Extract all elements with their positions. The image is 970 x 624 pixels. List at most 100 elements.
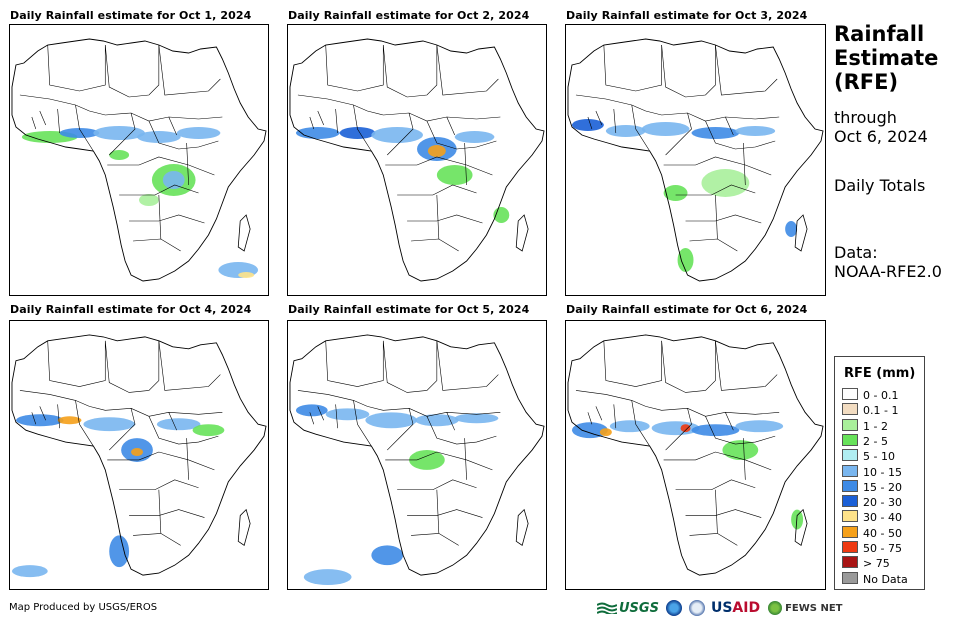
country-border: [411, 533, 459, 546]
country-border: [685, 509, 762, 518]
country-border: [104, 340, 160, 393]
country-border: [426, 120, 497, 150]
legend-swatch: [842, 403, 858, 416]
country-border: [168, 412, 177, 431]
legend-label: No Data: [863, 572, 908, 586]
map-svg: [11, 38, 267, 282]
usgs-logo: USGS: [597, 601, 659, 616]
country-border: [464, 142, 467, 186]
country-border: [186, 142, 189, 186]
legend-label: 50 - 75: [863, 542, 902, 555]
data-source: NOAA-RFE2.0: [834, 262, 942, 281]
country-border: [297, 390, 501, 417]
rainfall-area: [735, 126, 776, 136]
country-border: [743, 438, 746, 480]
panel-title-oct6: Daily Rainfall estimate for Oct 6, 2024: [566, 303, 808, 316]
country-border: [411, 238, 459, 252]
legend-label: 30 - 40: [863, 511, 902, 525]
country-border: [133, 238, 181, 252]
legend-label: 15 - 20: [863, 480, 902, 494]
country-border: [603, 340, 662, 387]
country-border: [446, 412, 455, 431]
rainfall-area: [454, 131, 495, 143]
legend-item: 1 - 2: [842, 418, 888, 433]
legend-item: 0.1 - 1: [842, 403, 899, 418]
legend-swatch: [842, 449, 858, 462]
state-dept-seal-icon: [688, 600, 705, 616]
legend-item: 10 - 15: [842, 464, 902, 479]
legend-label: 20 - 30: [863, 496, 902, 510]
legend-label: 0.1 - 1: [863, 404, 899, 418]
country-border: [109, 408, 136, 451]
panel-title-oct4: Daily Rainfall estimate for Oct 4, 2024: [10, 303, 252, 316]
madagascar-outline: [515, 508, 529, 546]
legend-swatch: [842, 556, 858, 569]
country-border: [387, 112, 414, 156]
rainfall-area: [701, 169, 750, 197]
country-border: [436, 44, 499, 96]
rainfall-area: [722, 440, 759, 460]
rainfall-area: [691, 127, 740, 139]
legend-swatch: [842, 464, 858, 477]
rainfall-area: [609, 420, 650, 433]
legend-swatch: [842, 418, 858, 431]
country-border: [133, 533, 181, 546]
legend-item: 40 - 50: [842, 525, 902, 540]
legend-item: 30 - 40: [842, 510, 902, 525]
country-border: [353, 400, 372, 447]
legend-swatch: [842, 510, 858, 523]
country-border: [436, 340, 499, 391]
africa-coastline: [567, 38, 824, 282]
country-border: [325, 340, 384, 387]
country-border: [663, 156, 772, 176]
country-border: [148, 120, 219, 150]
rainfall-area: [371, 127, 423, 143]
rainfall-area: [371, 545, 404, 566]
map-oct6: [565, 320, 826, 590]
through-date: Oct 6, 2024: [834, 127, 928, 146]
rainfall-area: [57, 416, 82, 425]
country-border: [725, 116, 734, 136]
country-border: [575, 94, 780, 122]
rainfall-area: [162, 171, 185, 189]
country-border: [407, 509, 483, 518]
country-border: [446, 116, 455, 136]
map-oct5: [287, 320, 547, 590]
rainfall-area: [83, 417, 136, 432]
map-oct1: [9, 24, 269, 296]
country-border: [661, 340, 716, 393]
map-svg: [289, 334, 545, 586]
country-border: [725, 412, 734, 431]
country-border: [665, 408, 692, 451]
panel-title-oct2: Daily Rainfall estimate for Oct 2, 2024: [288, 9, 530, 22]
panel-title-oct3: Daily Rainfall estimate for Oct 3, 2024: [566, 9, 808, 22]
fews-net-logo: FEWS NET: [764, 601, 842, 615]
country-border: [382, 340, 438, 393]
madagascar-outline: [237, 214, 251, 252]
rainfall-area: [339, 127, 376, 139]
africa-coastline: [11, 334, 267, 576]
country-border: [407, 214, 483, 224]
map-svg: [11, 334, 267, 578]
country-border: [715, 194, 718, 240]
legend-item: 2 - 5: [842, 433, 888, 448]
rainfall-area: [192, 424, 225, 437]
legend-swatch: [842, 495, 858, 508]
map-oct2: [287, 24, 547, 296]
rainfall-area: [93, 126, 145, 140]
map-oct3: [565, 24, 826, 296]
country-border: [385, 156, 493, 176]
country-border: [158, 340, 221, 391]
rainfall-area: [365, 412, 417, 429]
country-border: [382, 44, 438, 98]
country-border: [603, 44, 662, 92]
country-border: [309, 108, 338, 134]
africa-coastline: [289, 334, 545, 576]
country-border: [387, 408, 414, 451]
rainfall-area: [59, 128, 100, 138]
map-svg: [567, 334, 824, 576]
panel-title-oct1: Daily Rainfall estimate for Oct 1, 2024: [10, 9, 252, 22]
africa-coastline: [11, 38, 267, 282]
country-border: [464, 438, 467, 480]
country-border: [148, 416, 219, 445]
